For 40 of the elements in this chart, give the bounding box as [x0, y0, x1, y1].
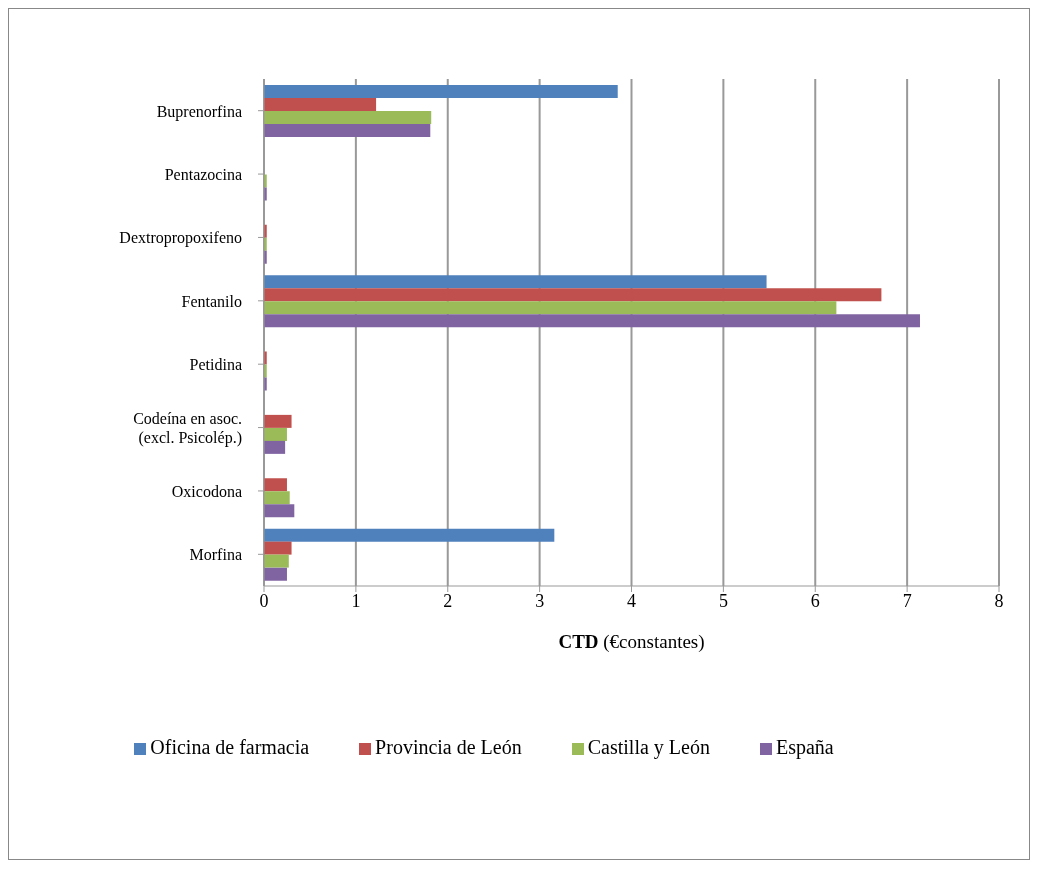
- legend-label: Castilla y León: [587, 736, 710, 758]
- bar: [264, 427, 287, 441]
- x-tick-label: 0: [259, 590, 269, 611]
- bar: [264, 554, 289, 568]
- x-tick-label: 3: [535, 590, 545, 611]
- bar: [264, 567, 287, 581]
- bar: [264, 440, 286, 454]
- bar: [264, 275, 767, 289]
- x-tick-label: 2: [443, 590, 453, 611]
- bar: [264, 478, 287, 492]
- x-axis-title: CTD (€constantes): [558, 631, 705, 653]
- bar: [264, 288, 882, 302]
- y-tick-label: Buprenorfina: [156, 102, 242, 121]
- bar: [264, 111, 432, 124]
- x-tick-label: 4: [627, 590, 636, 611]
- x-tick-label: 8: [994, 590, 1004, 611]
- y-tick-label: Fentanilo: [181, 292, 242, 310]
- y-tick-label: Petidina: [189, 355, 242, 373]
- bar: [264, 85, 618, 98]
- bar: [264, 314, 920, 328]
- x-tick-label: 1: [351, 590, 361, 611]
- y-tick-label: Pentazocina: [164, 165, 242, 183]
- y-tick-label: Morfina: [189, 545, 242, 563]
- bar: [264, 491, 290, 505]
- legend-label: Oficina de farmacia: [150, 736, 310, 758]
- y-tick-label: Codeína en asoc. (excl. Psicolép.): [133, 409, 242, 447]
- bar: [264, 541, 292, 555]
- bar: [264, 504, 295, 518]
- bar: [264, 528, 555, 542]
- bar: [264, 98, 377, 111]
- x-tick-label: 7: [902, 590, 912, 611]
- y-tick-label: Dextropropoxifeno: [119, 228, 242, 247]
- x-tick-label: 5: [718, 590, 728, 611]
- x-tick-label: 6: [810, 590, 820, 611]
- bar: [264, 414, 292, 428]
- legend-label: Provincia de León: [375, 736, 522, 758]
- legend-label: España: [775, 736, 834, 758]
- bar: [264, 301, 837, 315]
- bar: [264, 124, 431, 137]
- y-tick-label: Oxicodona: [171, 482, 242, 500]
